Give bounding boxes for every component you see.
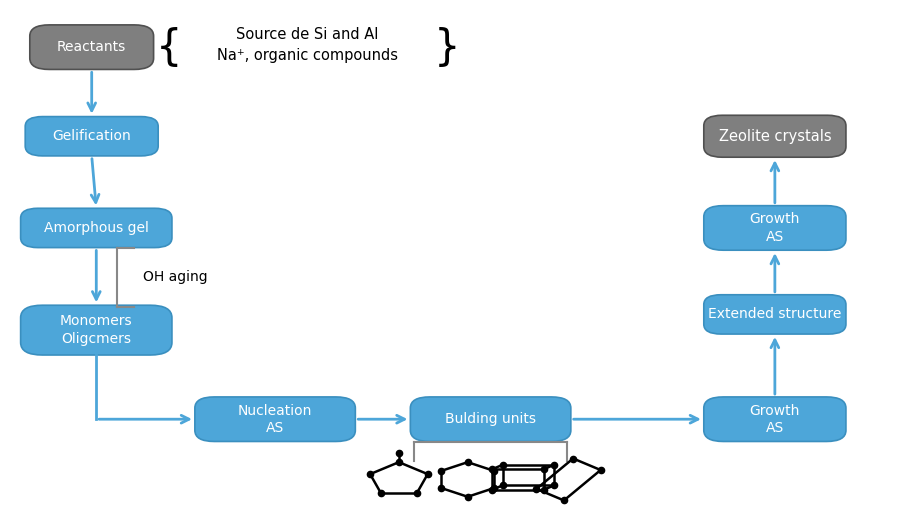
- Text: Monomers
Oligcmers: Monomers Oligcmers: [60, 314, 133, 346]
- Text: Amorphous gel: Amorphous gel: [44, 221, 149, 235]
- Text: Gelification: Gelification: [52, 129, 131, 143]
- Text: OH aging: OH aging: [143, 270, 207, 284]
- Text: $\}$: $\}$: [433, 25, 457, 69]
- FancyBboxPatch shape: [704, 397, 846, 441]
- FancyBboxPatch shape: [704, 115, 846, 157]
- Text: Growth
AS: Growth AS: [750, 403, 800, 435]
- FancyBboxPatch shape: [704, 294, 846, 334]
- FancyBboxPatch shape: [26, 117, 158, 156]
- FancyBboxPatch shape: [29, 25, 154, 69]
- Text: $\{$: $\{$: [155, 25, 179, 69]
- Text: Growth
AS: Growth AS: [750, 212, 800, 244]
- Text: Na⁺, organic compounds: Na⁺, organic compounds: [216, 48, 398, 62]
- Text: Source de Si and Al: Source de Si and Al: [236, 27, 379, 41]
- FancyBboxPatch shape: [704, 206, 846, 250]
- Text: Zeolite crystals: Zeolite crystals: [719, 129, 831, 144]
- FancyBboxPatch shape: [20, 209, 172, 248]
- FancyBboxPatch shape: [20, 305, 172, 355]
- Text: Reactants: Reactants: [57, 40, 127, 54]
- Text: Nucleation
AS: Nucleation AS: [238, 403, 313, 435]
- Text: Bulding units: Bulding units: [445, 412, 536, 426]
- FancyBboxPatch shape: [411, 397, 571, 441]
- Text: Extended structure: Extended structure: [708, 308, 842, 321]
- FancyBboxPatch shape: [194, 397, 356, 441]
